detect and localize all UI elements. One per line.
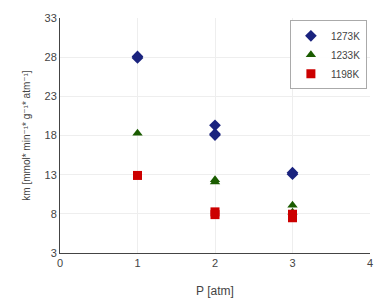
svg-text:13: 13 [45,169,57,181]
svg-text:3: 3 [51,247,57,259]
svg-text:8: 8 [51,208,57,220]
svg-text:1233K: 1233K [331,50,360,61]
svg-text:1273K: 1273K [331,31,360,42]
svg-text:2: 2 [212,257,218,269]
svg-text:33: 33 [45,12,57,24]
svg-text:1198K: 1198K [331,69,360,80]
svg-text:km [mmol* min⁻¹* g⁻¹* atm⁻¹]: km [mmol* min⁻¹* g⁻¹* atm⁻¹] [21,70,32,201]
svg-text:23: 23 [45,90,57,102]
svg-text:4: 4 [367,257,373,269]
svg-text:P [atm]: P [atm] [196,284,234,298]
svg-text:18: 18 [45,129,57,141]
svg-text:3: 3 [289,257,295,269]
svg-text:1: 1 [134,257,140,269]
svg-text:0: 0 [57,257,63,269]
svg-text:28: 28 [45,51,57,63]
